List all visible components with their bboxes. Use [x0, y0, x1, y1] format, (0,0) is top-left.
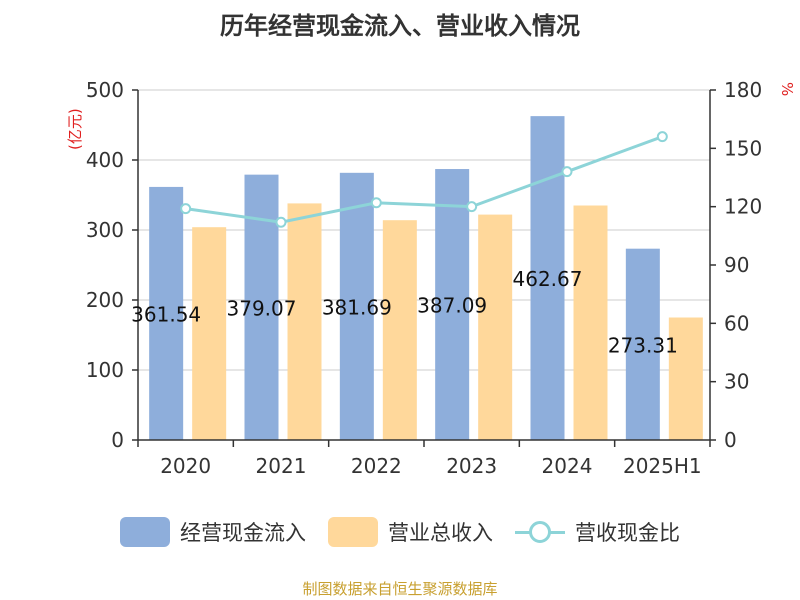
ratio-point: [658, 132, 667, 141]
ratio-point: [181, 204, 190, 213]
legend-label-revenue: 营业总收入: [388, 517, 493, 547]
y-left-tick-label: 100: [86, 358, 124, 382]
y-right-tick-label: 150: [724, 136, 762, 160]
legend-swatch-cash-inflow: [120, 517, 170, 547]
x-tick-label: 2025H1: [623, 454, 702, 478]
legend-label-cash-inflow: 经营现金流入: [180, 517, 306, 547]
y-right-tick-label: 0: [724, 428, 737, 452]
data-label-cash-inflow: 462.67: [513, 267, 583, 291]
legend: 经营现金流入 营业总收入 营收现金比: [0, 517, 800, 547]
bar-revenue: [574, 206, 608, 441]
bar-revenue: [192, 227, 226, 440]
legend-item-cash-inflow[interactable]: 经营现金流入: [120, 517, 306, 547]
y-right-tick-label: 30: [724, 370, 749, 394]
ratio-point: [372, 198, 381, 207]
x-tick-label: 2023: [446, 454, 497, 478]
y-right-tick-label: 60: [724, 311, 749, 335]
y-right-tick-label: 90: [724, 253, 749, 277]
y-right-tick-label: 180: [724, 78, 762, 102]
data-label-cash-inflow: 381.69: [322, 295, 392, 319]
y-left-tick-label: 400: [86, 148, 124, 172]
y-left-unit: (亿元): [66, 108, 84, 150]
data-label-cash-inflow: 361.54: [131, 302, 201, 326]
bars: [149, 116, 703, 440]
legend-item-revenue[interactable]: 营业总收入: [328, 517, 493, 547]
ratio-point: [277, 218, 286, 227]
x-tick-label: 2020: [160, 454, 211, 478]
bar-revenue: [383, 220, 417, 440]
x-tick-label: 2024: [542, 454, 593, 478]
y-right-unit: %: [778, 82, 796, 96]
y-left-tick-label: 500: [86, 78, 124, 102]
chart-plot: 0 100 200 300 400 500 0 30 60 90 120 150 180 2020 2021…: [0, 0, 800, 510]
data-label-cash-inflow: 387.09: [417, 294, 487, 318]
bar-revenue: [478, 215, 512, 440]
legend-line-icon: [515, 517, 565, 547]
legend-item-ratio[interactable]: 营收现金比: [515, 517, 680, 547]
y-left-tick-label: 0: [111, 428, 124, 452]
ratio-point: [563, 167, 572, 176]
source-footer: 制图数据来自恒生聚源数据库: [0, 578, 800, 599]
data-label-cash-inflow: 273.31: [608, 333, 678, 357]
data-label-cash-inflow: 379.07: [227, 296, 297, 320]
legend-swatch-revenue: [328, 517, 378, 547]
legend-label-ratio: 营收现金比: [575, 517, 680, 547]
x-tick-label: 2022: [351, 454, 402, 478]
y-left-tick-label: 300: [86, 218, 124, 242]
bar-revenue: [288, 203, 322, 440]
y-right-tick-label: 120: [724, 195, 762, 219]
ratio-point: [467, 202, 476, 211]
x-tick-label: 2021: [256, 454, 307, 478]
y-left-tick-label: 200: [86, 288, 124, 312]
